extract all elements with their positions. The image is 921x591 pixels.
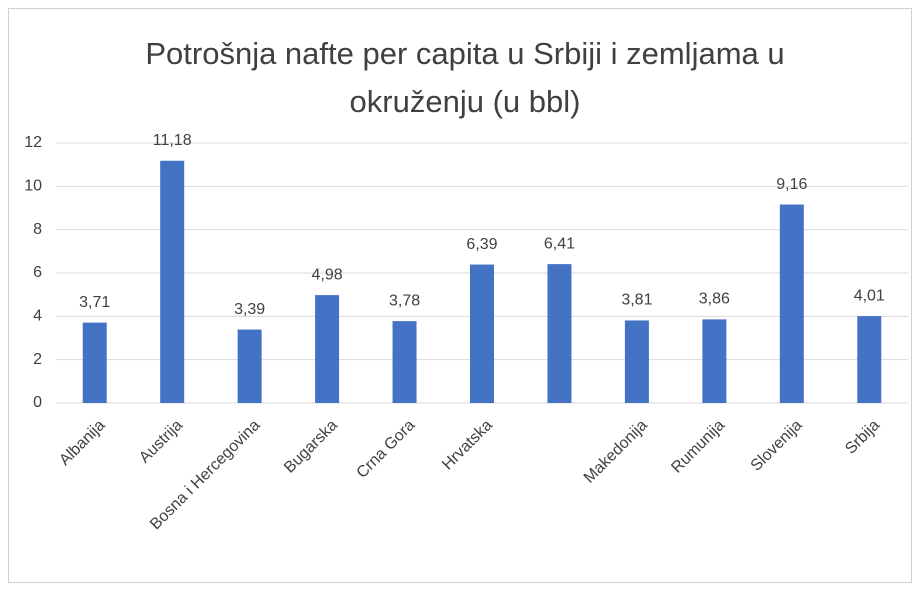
- value-label: 4,98: [312, 266, 343, 283]
- y-tick-label: 0: [33, 394, 42, 411]
- bar: [624, 320, 649, 403]
- y-tick-label: 10: [24, 178, 42, 195]
- y-tick-label: 8: [33, 221, 42, 238]
- y-tick-label: 12: [24, 134, 42, 151]
- y-tick-label: 6: [33, 264, 42, 281]
- value-label: 3,39: [234, 301, 265, 318]
- value-label: 6,41: [544, 235, 575, 252]
- bar: [779, 204, 804, 403]
- value-label: 3,81: [621, 292, 652, 309]
- value-label: 3,78: [389, 292, 420, 309]
- value-label: 9,16: [776, 176, 807, 193]
- bar: [160, 160, 185, 403]
- value-label: 6,39: [466, 236, 497, 253]
- value-label: 3,71: [79, 294, 110, 311]
- bar: [237, 329, 262, 403]
- bar: [470, 264, 494, 403]
- value-label: 11,18: [153, 132, 192, 149]
- y-tick-label: 4: [33, 308, 42, 325]
- chart-border: [8, 8, 912, 583]
- bar: [392, 321, 417, 403]
- chart-title: Potrošnja nafte per capita u Srbiji i ze…: [145, 36, 785, 119]
- bar: [702, 319, 727, 403]
- y-tick-label: 2: [33, 351, 42, 368]
- value-label: 4,01: [854, 287, 885, 304]
- bar: [547, 264, 572, 403]
- bar: [82, 322, 107, 403]
- bar: [857, 316, 882, 403]
- bar: [315, 295, 340, 403]
- value-label: 3,86: [699, 291, 730, 308]
